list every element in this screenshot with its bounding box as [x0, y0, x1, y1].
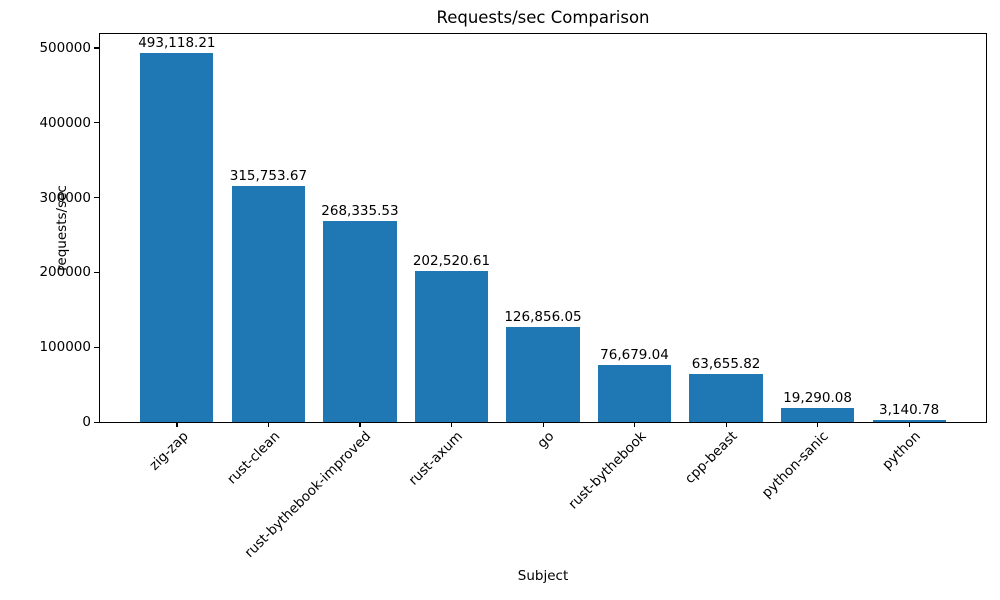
bar-value-label: 202,520.61	[412, 252, 491, 269]
x-tick-label: python	[879, 428, 924, 474]
bar-value-label: 3,140.78	[879, 401, 940, 418]
bar-value-label: 268,335.53	[321, 203, 399, 220]
y-tick-mark	[94, 346, 99, 348]
y-tick-label: 400000	[39, 114, 91, 131]
x-axis-label: Subject	[517, 568, 569, 584]
x-tick-mark	[908, 423, 910, 427]
bar	[414, 270, 489, 422]
bar	[689, 374, 763, 422]
plot-area: 0 100000 200000 300000 400000 500000 493,118.2…	[39, 33, 987, 561]
x-tick-label: rust-clean	[223, 428, 284, 488]
x-tick-label: zig-zap	[146, 428, 192, 474]
y-tick-label: 0	[82, 414, 91, 430]
bar	[872, 419, 946, 422]
y-tick-mark	[94, 271, 99, 274]
y-tick-label: 200000	[39, 264, 91, 281]
bar	[506, 327, 580, 422]
bar	[597, 364, 672, 422]
y-tick-mark	[94, 197, 99, 199]
x-tick-mark	[450, 423, 453, 427]
x-tick-label: rust-axum	[405, 428, 467, 489]
bar	[780, 407, 855, 422]
bar-value-label: 63,655.82	[691, 356, 761, 373]
bar	[323, 221, 397, 422]
y-tick-label: 100000	[39, 339, 91, 356]
y-tick-label: 300000	[39, 189, 91, 206]
bar	[140, 53, 214, 422]
x-tick-label: go	[534, 428, 558, 452]
chart-title: Requests/sec Comparison	[436, 8, 650, 27]
x-tick-mark	[176, 423, 178, 427]
x-tick-mark	[359, 423, 361, 427]
x-tick-label: python-sanic	[759, 428, 833, 502]
x-tick-mark	[634, 423, 636, 427]
bar-value-label: 493,118.21	[138, 35, 216, 52]
y-tick-mark	[94, 421, 99, 423]
x-tick-mark	[725, 423, 727, 427]
bar	[231, 185, 306, 422]
y-tick-mark	[94, 122, 99, 124]
y-tick-mark	[94, 47, 99, 49]
x-tick-mark	[267, 423, 270, 427]
bar-value-label: 19,290.08	[783, 389, 852, 406]
x-tick-mark	[542, 423, 544, 427]
y-tick-label: 500000	[39, 39, 91, 56]
x-tick-label: rust-bythebook	[565, 428, 650, 513]
x-tick-label: cpp-beast	[682, 428, 741, 487]
bar-value-label: 76,679.04	[600, 346, 669, 363]
x-tick-mark	[817, 423, 819, 427]
y-axis-label: requests/sec	[54, 185, 70, 271]
bar-value-label: 315,753.67	[229, 167, 308, 184]
bar-value-label: 126,856.05	[504, 309, 582, 326]
